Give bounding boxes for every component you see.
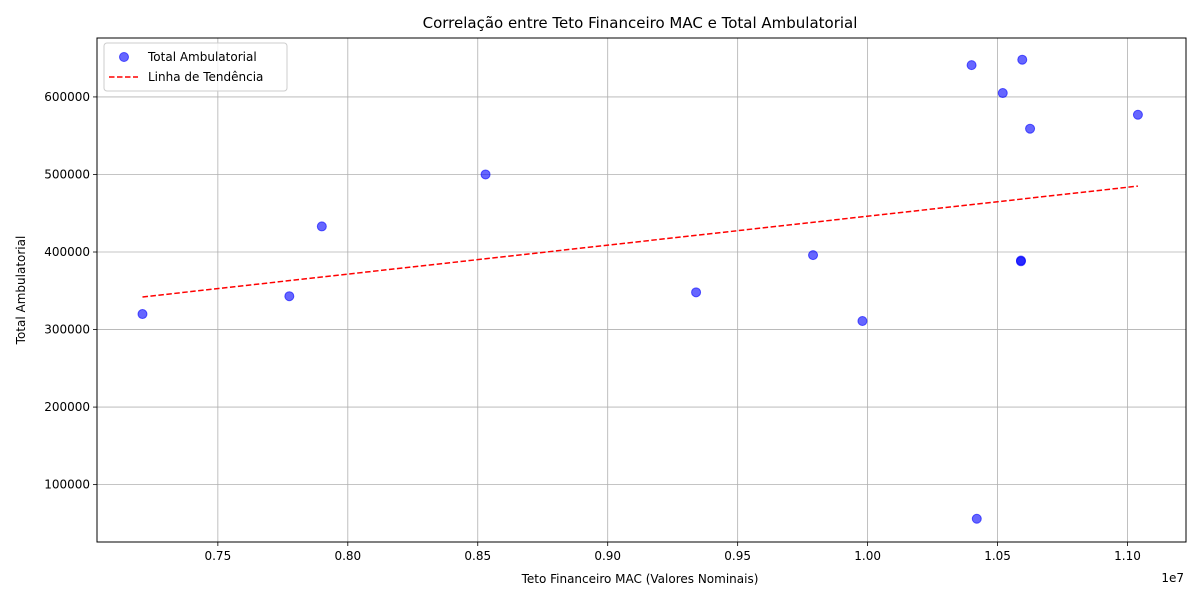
data-point xyxy=(808,250,819,261)
x-axis-ticks: 0.75 0.80 0.85 0.90 0.95 1.00 1.05 1.10 xyxy=(204,542,1141,563)
legend-label-total-ambulatorial: Total Ambulatorial xyxy=(147,50,257,64)
x-tick-label: 1.00 xyxy=(854,549,881,563)
x-tick-label: 0.95 xyxy=(724,549,751,563)
x-tick-label: 0.75 xyxy=(204,549,231,563)
legend: Total Ambulatorial Linha de Tendência xyxy=(103,42,288,92)
plot-area-frame xyxy=(96,37,1187,543)
x-tick-label: 1.05 xyxy=(984,549,1011,563)
y-tick-label: 100000 xyxy=(44,478,90,492)
data-point xyxy=(480,169,491,180)
grid xyxy=(97,38,1186,542)
chart-title: Correlação entre Teto Financeiro MAC e T… xyxy=(423,14,858,32)
data-point xyxy=(1017,54,1028,65)
legend-box xyxy=(103,42,288,92)
y-tick-label: 400000 xyxy=(44,245,90,259)
x-tick-label: 0.80 xyxy=(334,549,361,563)
y-tick-label: 600000 xyxy=(44,90,90,104)
legend-label-trend-line: Linha de Tendência xyxy=(148,70,263,84)
data-point xyxy=(691,287,702,298)
y-tick-label: 200000 xyxy=(44,400,90,414)
data-point xyxy=(284,291,295,302)
data-point xyxy=(316,221,327,232)
x-axis-offset-label: 1e7 xyxy=(1161,571,1184,585)
x-tick-label: 0.85 xyxy=(464,549,491,563)
y-axis-label: Total Ambulatorial xyxy=(14,236,28,346)
legend-marker-total-ambulatorial xyxy=(119,52,129,62)
data-point xyxy=(857,316,868,327)
data-point xyxy=(1025,123,1036,134)
data-point xyxy=(137,309,148,320)
y-axis-ticks: 100000 200000 300000 400000 500000 600000 xyxy=(44,90,97,492)
data-point xyxy=(1015,255,1026,266)
y-tick-label: 300000 xyxy=(44,323,90,337)
trend-line xyxy=(142,185,1139,298)
data-point xyxy=(971,513,982,524)
scatter-points xyxy=(137,54,1143,524)
data-point xyxy=(1132,109,1143,120)
x-tick-label: 1.10 xyxy=(1114,549,1141,563)
data-point xyxy=(997,88,1008,99)
data-point xyxy=(966,60,977,71)
x-tick-label: 0.90 xyxy=(594,549,621,563)
trend-line-layer xyxy=(142,185,1139,298)
y-tick-label: 500000 xyxy=(44,167,90,181)
x-axis-label: Teto Financeiro MAC (Valores Nominais) xyxy=(521,572,759,586)
